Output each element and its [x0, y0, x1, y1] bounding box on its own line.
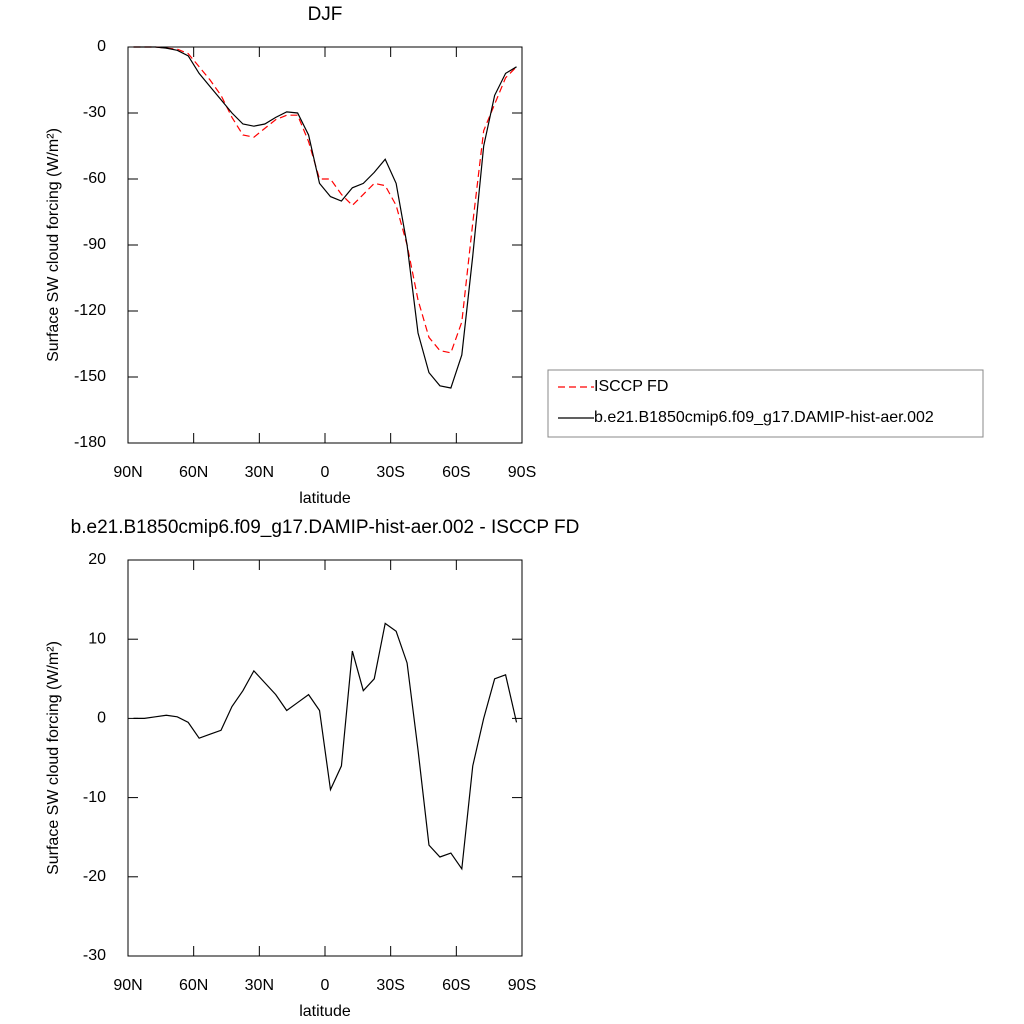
y-tick-label: -30: [83, 104, 106, 121]
plot-frame: [127, 46, 523, 444]
x-tick-label: 90S: [508, 464, 536, 481]
y-tick-label: 10: [88, 630, 106, 647]
x-tick-label: 30N: [245, 464, 274, 481]
y-tick-label: -150: [74, 368, 106, 385]
y-tick-label: -180: [74, 434, 106, 451]
x-tick-label: 30S: [376, 977, 404, 994]
x-tick-label: 60N: [179, 464, 208, 481]
y-tick-label: 20: [88, 551, 106, 568]
chart-title: b.e21.B1850cmip6.f09_g17.DAMIP-hist-aer.…: [71, 517, 580, 538]
chart-title: DJF: [308, 4, 343, 25]
legend-label: ISCCP FD: [594, 378, 668, 395]
line-series: [133, 46, 517, 354]
plot-frame: [127, 559, 523, 957]
y-tick-label: -120: [74, 302, 106, 319]
x-tick-label: 0: [321, 464, 330, 481]
x-tick-label: 60S: [442, 464, 470, 481]
y-tick-label: -60: [83, 170, 106, 187]
legend-box: [547, 369, 984, 438]
x-axis-label: latitude: [299, 490, 351, 507]
x-axis-label: latitude: [299, 1003, 351, 1020]
line-series: [133, 46, 517, 389]
x-tick-label: 60N: [179, 977, 208, 994]
y-tick-label: 0: [97, 710, 106, 727]
x-tick-label: 0: [321, 977, 330, 994]
x-tick-label: 30N: [245, 977, 274, 994]
x-tick-label: 90S: [508, 977, 536, 994]
x-tick-label: 30S: [376, 464, 404, 481]
line-series: [133, 622, 518, 871]
y-tick-label: -20: [83, 868, 106, 885]
x-tick-label: 60S: [442, 977, 470, 994]
y-axis-label: Surface SW cloud forcing (W/m²): [45, 641, 62, 875]
y-tick-label: -30: [83, 947, 106, 964]
y-tick-label: -10: [83, 789, 106, 806]
x-tick-label: 90N: [113, 464, 142, 481]
legend-label: b.e21.B1850cmip6.f09_g17.DAMIP-hist-aer.…: [594, 409, 934, 426]
y-axis-label: Surface SW cloud forcing (W/m²): [45, 128, 62, 362]
x-tick-label: 90N: [113, 977, 142, 994]
y-tick-label: -90: [83, 236, 106, 253]
y-tick-label: 0: [97, 38, 106, 55]
